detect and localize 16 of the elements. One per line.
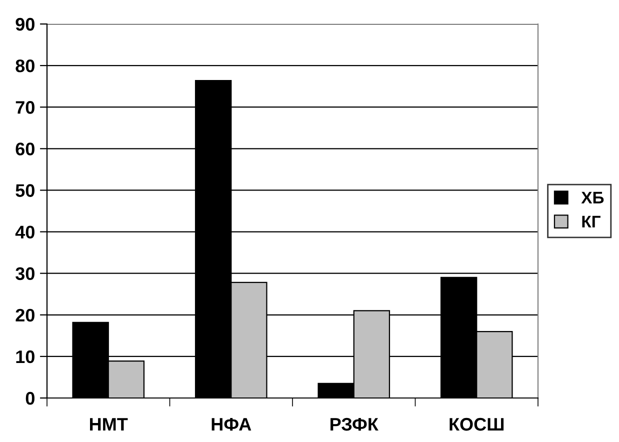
x-tick-label: НФА — [212, 418, 252, 431]
y-tick-label: 90 — [16, 18, 34, 31]
legend-label: ХБ — [581, 192, 604, 204]
y-tick-label: 50 — [16, 184, 34, 197]
y-tick-label: 0 — [26, 392, 34, 405]
y-tick-label: 80 — [16, 59, 34, 72]
y-tick-label: 30 — [16, 267, 34, 280]
x-tick-label: КОСШ — [450, 418, 504, 431]
x-tick-label: НМТ — [90, 418, 128, 431]
x-tick-label: РЗФК — [330, 418, 378, 431]
legend-label: КГ — [582, 216, 600, 228]
y-tick-label: 70 — [16, 101, 34, 114]
y-tick-label: 60 — [16, 142, 34, 156]
y-tick-label: 20 — [16, 308, 34, 322]
y-tick-label: 10 — [16, 350, 34, 364]
y-tick-label: 40 — [15, 226, 34, 238]
